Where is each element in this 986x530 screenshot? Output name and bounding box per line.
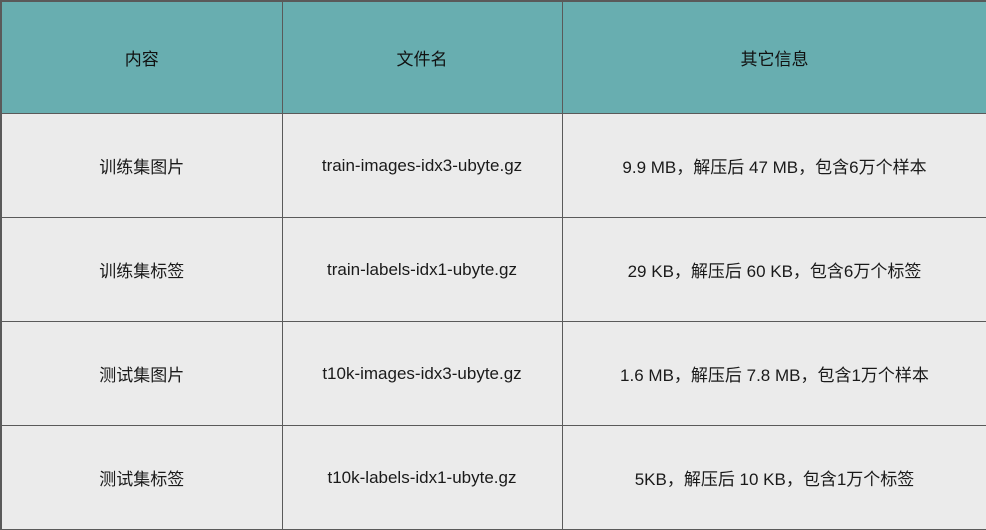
- cell-filename: t10k-labels-idx1-ubyte.gz: [281, 425, 563, 530]
- cell-content: 训练集图片: [0, 113, 283, 218]
- table-row: 测试集图片 t10k-images-idx3-ubyte.gz 1.6 MB，解…: [0, 321, 986, 426]
- cell-filename: train-images-idx3-ubyte.gz: [281, 113, 563, 218]
- header-info: 其它信息: [561, 0, 986, 114]
- cell-filename: train-labels-idx1-ubyte.gz: [281, 217, 563, 322]
- cell-filename: t10k-images-idx3-ubyte.gz: [281, 321, 563, 426]
- cell-info: 5KB，解压后 10 KB，包含1万个标签: [561, 425, 986, 530]
- table-row: 训练集图片 train-images-idx3-ubyte.gz 9.9 MB，…: [0, 113, 986, 218]
- header-content: 内容: [0, 0, 283, 114]
- cell-info: 9.9 MB，解压后 47 MB，包含6万个样本: [561, 113, 986, 218]
- table-row: 测试集标签 t10k-labels-idx1-ubyte.gz 5KB，解压后 …: [0, 425, 986, 530]
- header-row: 内容 文件名 其它信息: [0, 0, 986, 114]
- cell-info: 1.6 MB，解压后 7.8 MB，包含1万个样本: [561, 321, 986, 426]
- cell-info: 29 KB，解压后 60 KB，包含6万个标签: [561, 217, 986, 322]
- cell-content: 测试集图片: [0, 321, 283, 426]
- table-row: 训练集标签 train-labels-idx1-ubyte.gz 29 KB，解…: [0, 217, 986, 322]
- cell-content: 训练集标签: [0, 217, 283, 322]
- header-filename: 文件名: [281, 0, 563, 114]
- cell-content: 测试集标签: [0, 425, 283, 530]
